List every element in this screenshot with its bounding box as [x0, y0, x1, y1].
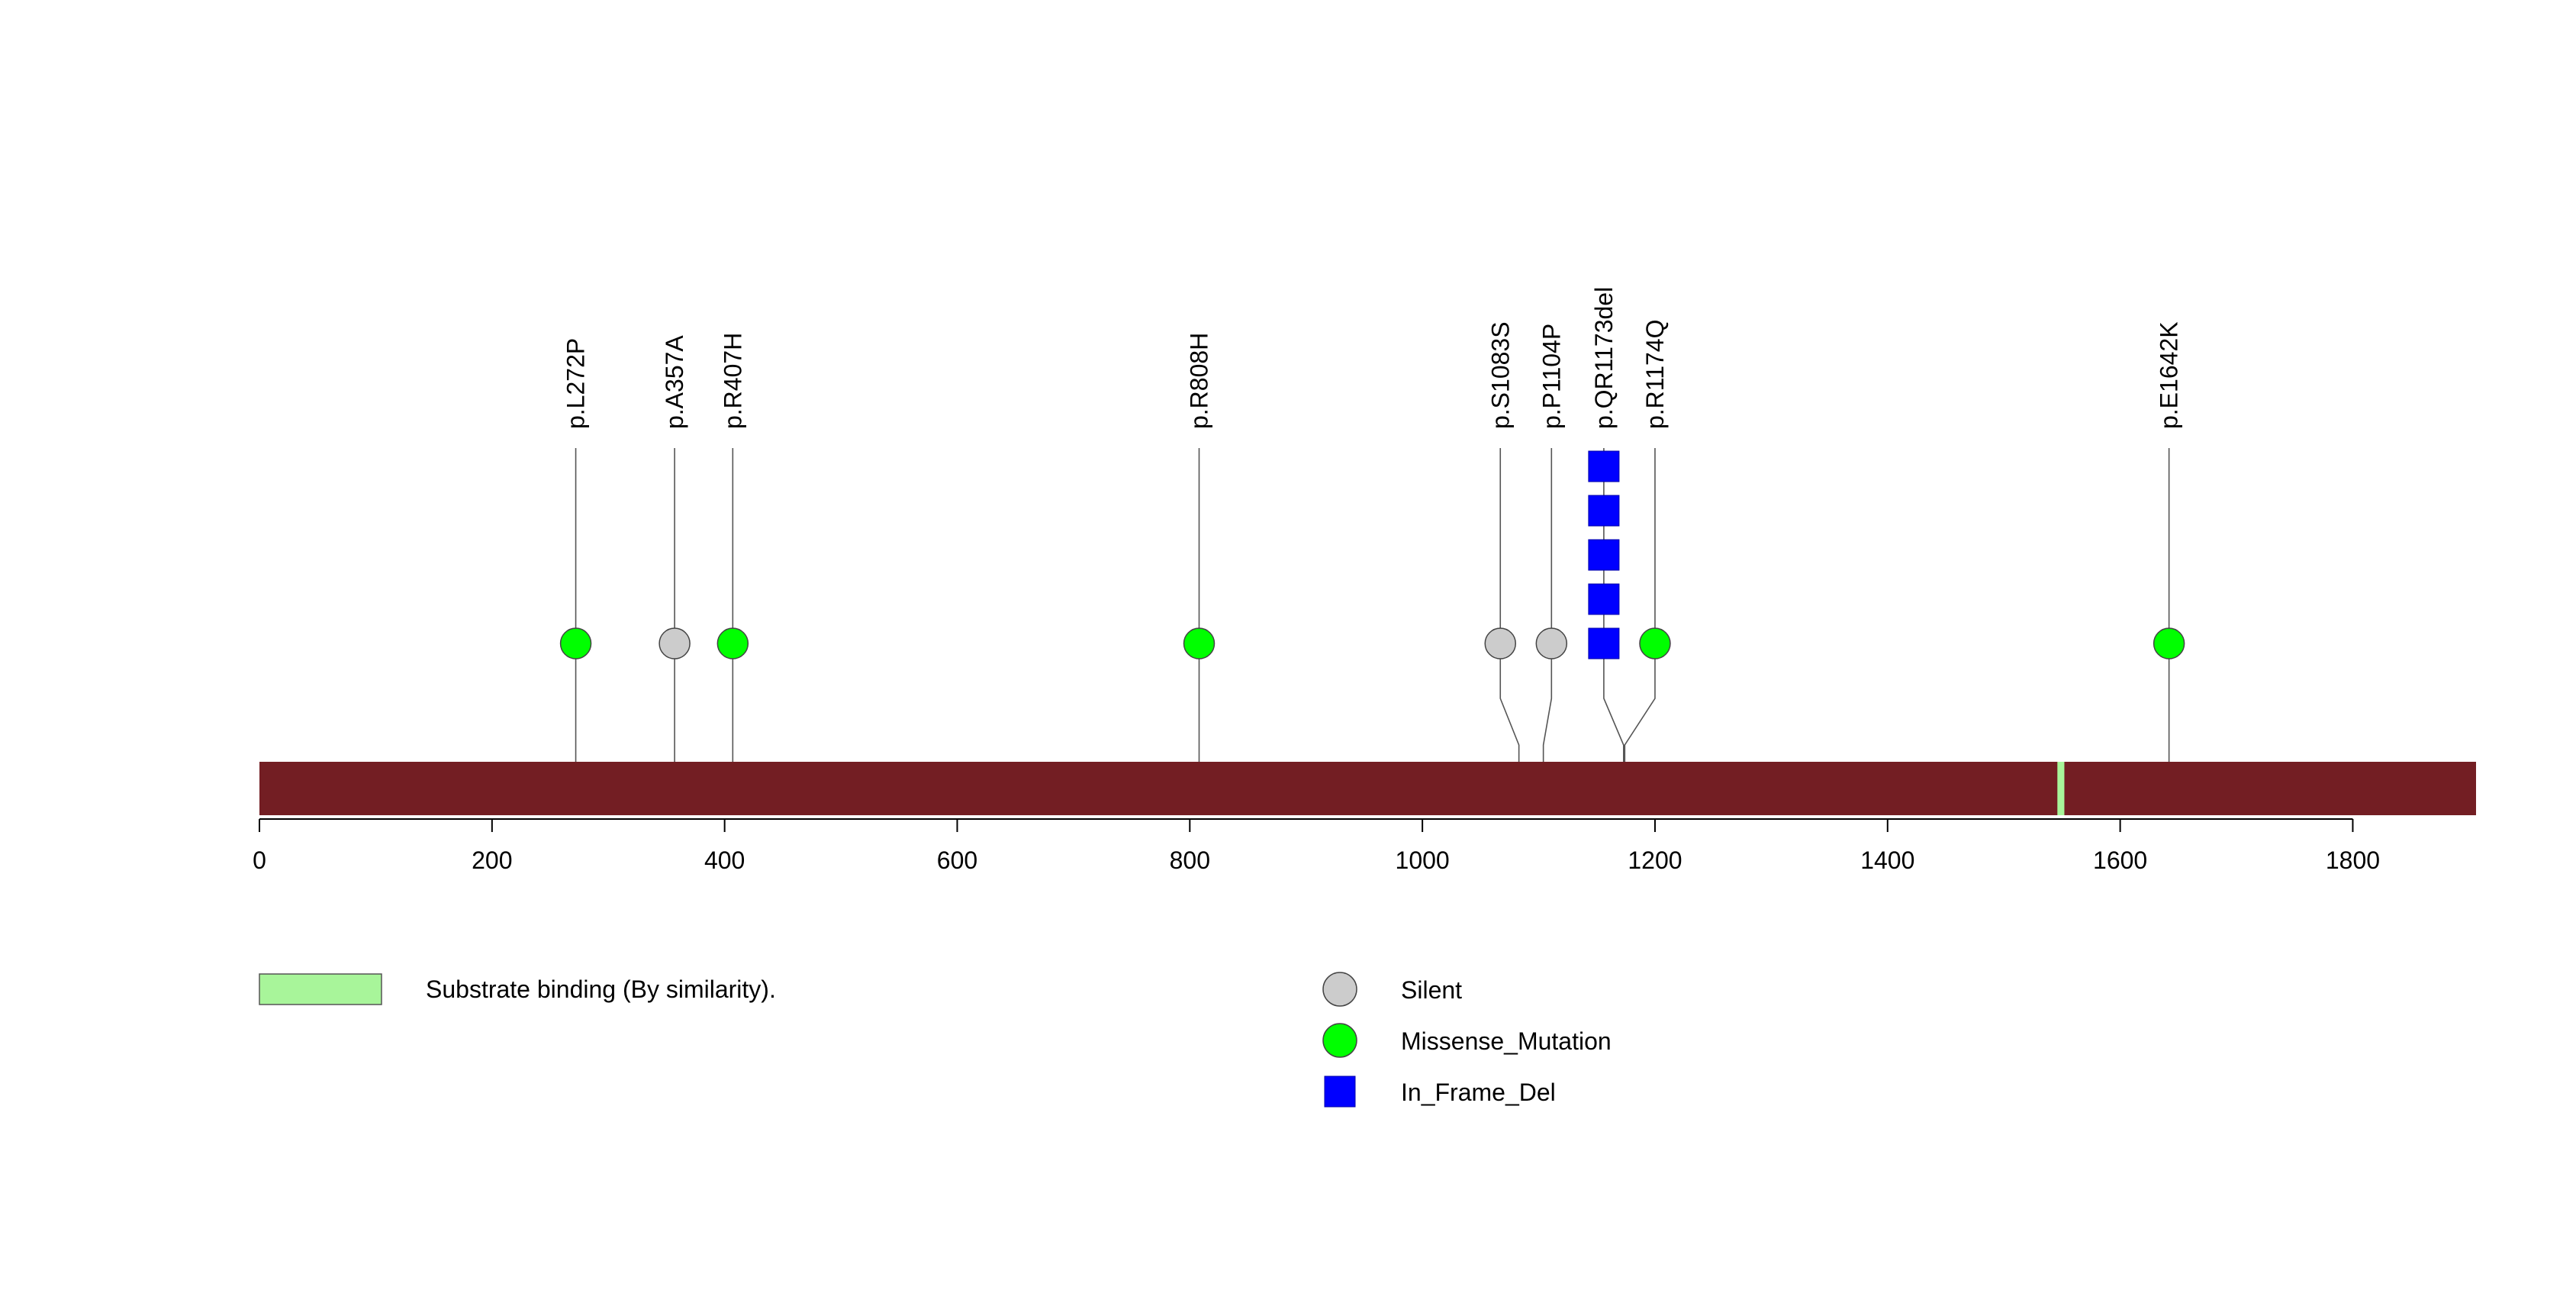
x-tick-label-2: 400: [704, 847, 745, 874]
mutation-label-1: p.A357A: [661, 335, 688, 429]
protein-track: [259, 762, 2476, 815]
marker-6-3: [1588, 495, 1620, 527]
mutation-label-7: p.R1174Q: [1641, 320, 1669, 430]
legend-mutation-swatch-0: [1322, 972, 1357, 1007]
mutation-label-0: p.L272P: [562, 338, 590, 429]
stem-5: [1542, 448, 1553, 762]
marker-6-1: [1588, 583, 1620, 615]
mutation-label-8: p.E1642K: [2156, 321, 2183, 429]
protein-bar: [259, 762, 2476, 815]
stem-6: [1603, 448, 1624, 762]
legend-mutation-swatch-2: [1324, 1076, 1356, 1108]
legend-mutation-label-2: In_Frame_Del: [1401, 1079, 1556, 1106]
x-tick-label-5: 1000: [1396, 847, 1450, 874]
marker-8: [2153, 627, 2185, 660]
marker-1: [658, 627, 691, 660]
x-tick-label-0: 0: [253, 847, 266, 874]
marker-6-2: [1588, 539, 1620, 571]
mutation-label-5: p.P1104P: [1538, 324, 1565, 429]
domain-0: [2057, 762, 2065, 815]
legend-domain-swatch-0: [259, 973, 382, 1005]
marker-0: [559, 627, 592, 660]
legend-mutation-label-0: Silent: [1401, 976, 1462, 1004]
legend-mutation-swatch-1: [1322, 1023, 1357, 1058]
marker-7: [1639, 627, 1671, 660]
x-tick-label-4: 800: [1170, 847, 1210, 874]
mutation-markers: [559, 450, 2185, 660]
x-tick-label-3: 600: [937, 847, 977, 874]
stem-7: [1624, 448, 1656, 762]
x-tick-label-1: 200: [472, 847, 512, 874]
x-tick-label-8: 1600: [2093, 847, 2147, 874]
legend-mutation-label-1: Missense_Mutation: [1401, 1027, 1612, 1055]
stem-4: [1499, 448, 1520, 762]
marker-6-0: [1588, 627, 1620, 660]
mutation-labels: p.L272P p.A357A p.R407H p.R808H p.S1083S p.P1…: [562, 287, 2183, 429]
marker-2: [716, 627, 749, 660]
mutation-label-3: p.R808H: [1186, 333, 1213, 429]
mutation-label-2: p.R407H: [719, 333, 746, 429]
mutation-label-4: p.S1083S: [1486, 321, 1514, 429]
marker-6-4: [1588, 450, 1620, 482]
x-tick-label-7: 1400: [1860, 847, 1914, 874]
x-tick-label-9: 1800: [2326, 847, 2380, 874]
legend: Substrate binding (By similarity). Silent…: [259, 972, 1612, 1108]
x-tick-label-6: 1200: [1628, 847, 1682, 874]
x-axis: 0 200 400 600 800 1000 1200 1400 1600 1800: [253, 818, 2380, 874]
lollipop-stems: [575, 448, 2170, 815]
marker-4: [1484, 627, 1517, 660]
mutation-label-6: p.QR1173del: [1590, 287, 1618, 429]
marker-5: [1535, 627, 1568, 660]
marker-3: [1183, 627, 1216, 660]
legend-domain-label-0: Substrate binding (By similarity).: [426, 976, 776, 1003]
